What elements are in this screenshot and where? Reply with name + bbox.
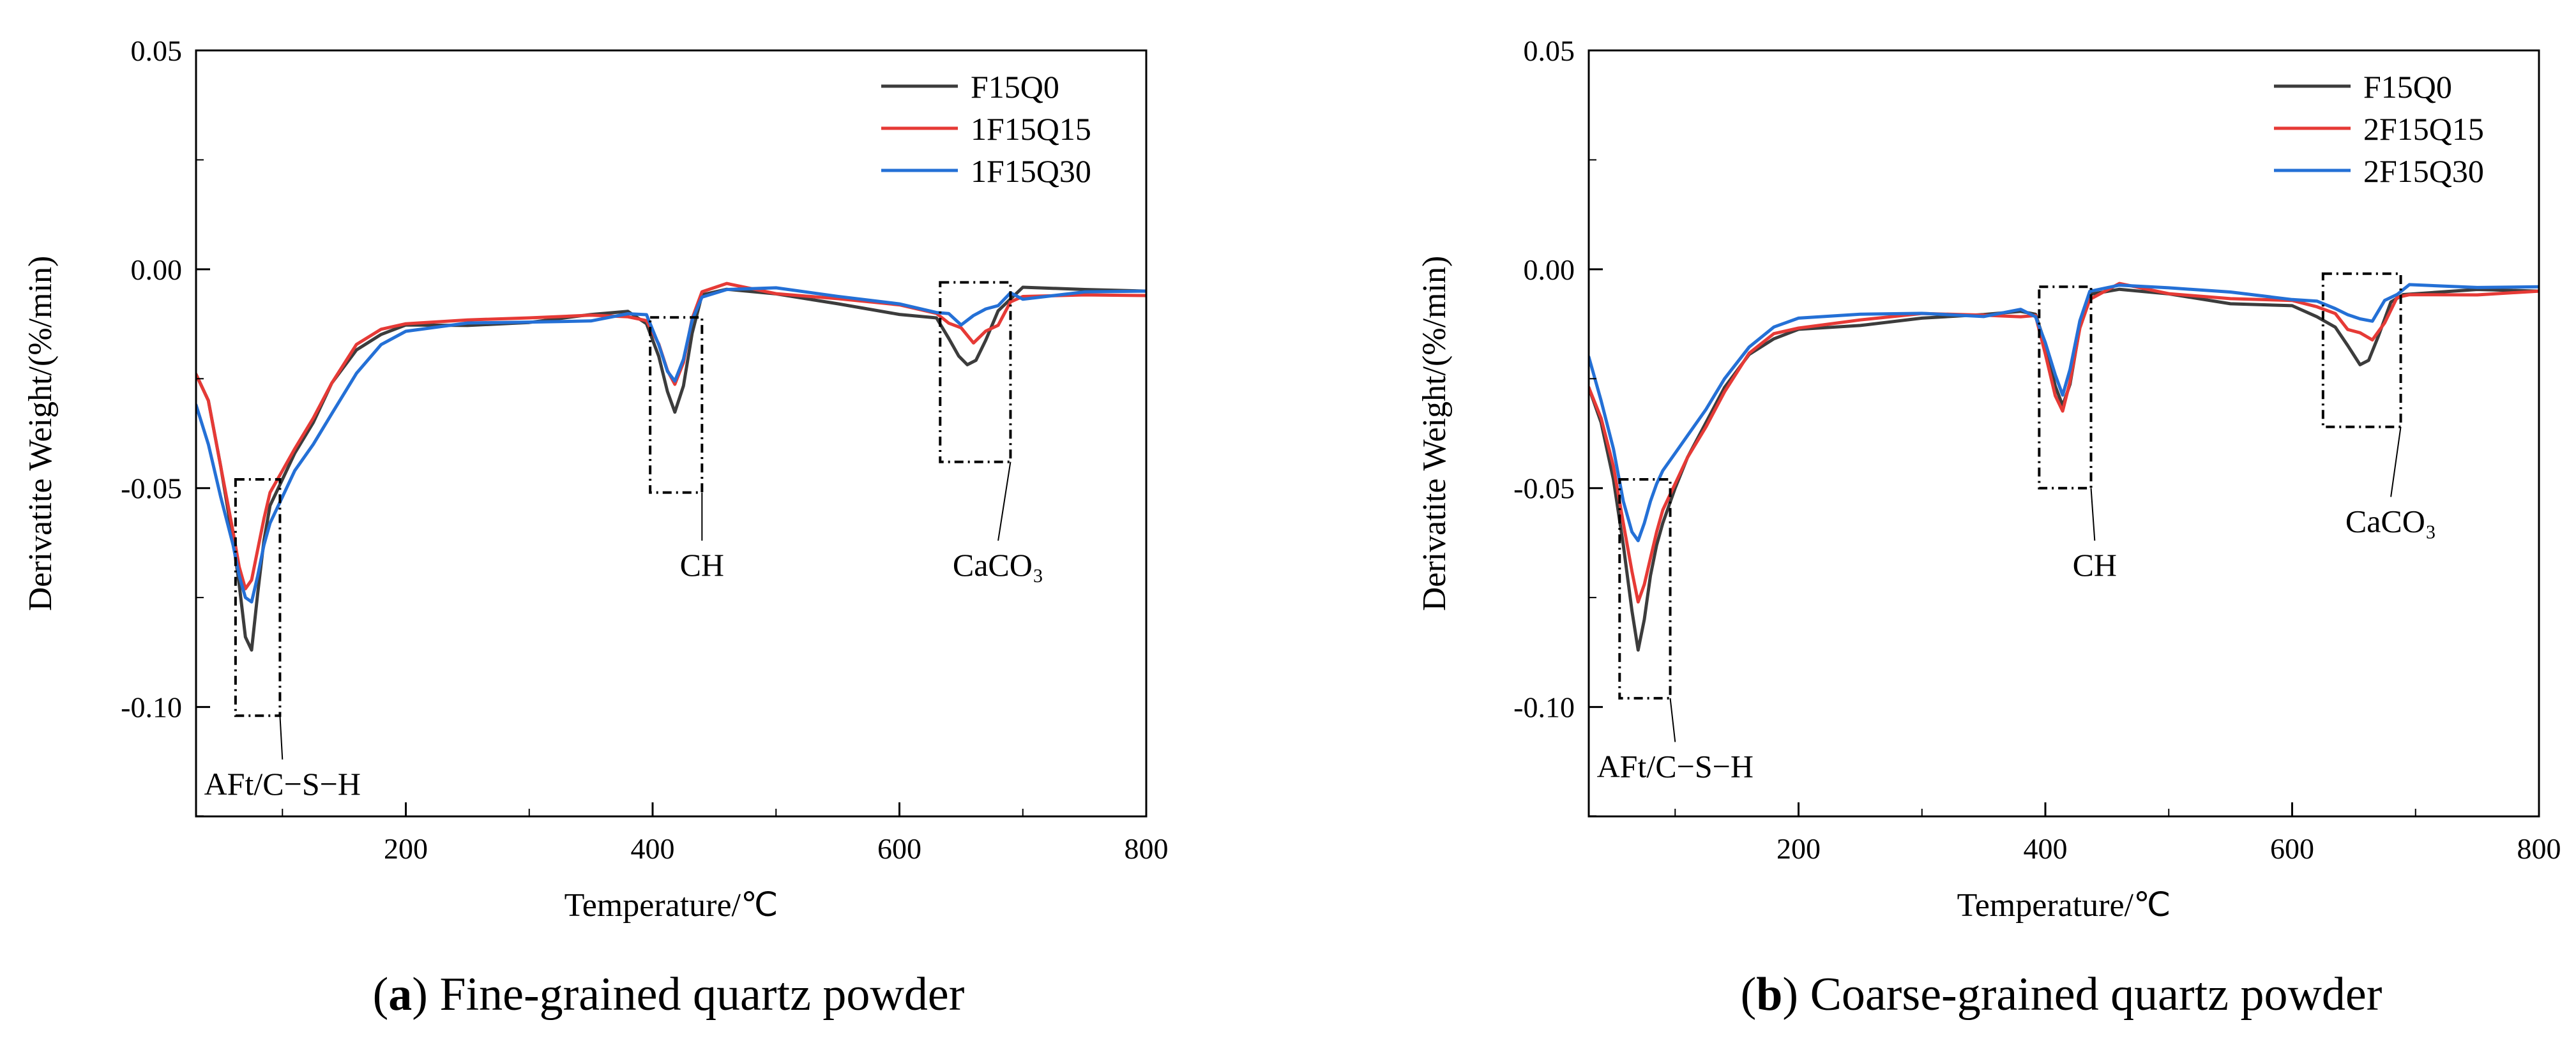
x-tick-label: 400 [2024,832,2068,865]
annotation-box-0 [1618,478,1672,700]
x-tick-label: 800 [2517,832,2561,865]
caption-letter: a [388,968,412,1021]
y-tick-label: -0.05 [1513,472,1575,505]
x-axis-label: Temperature/℃ [1957,887,2171,924]
caption-letter: b [1756,968,1782,1021]
annotation-label-1: CH [2073,547,2117,583]
annotation-box-1 [2038,285,2093,490]
y-tick-label: 0.00 [1524,253,1575,286]
legend-label: F15Q0 [2363,69,2452,105]
annotation-leader-2 [2390,426,2402,497]
series-line-1F15Q15 [196,281,1146,590]
y-tick-label: -0.05 [121,472,182,505]
legend-label: 2F15Q30 [2363,153,2484,189]
annotation-label-1: CH [680,547,724,583]
x-tick-label: 400 [631,832,675,865]
annotation-label-0: AFt/C−S−H [204,766,361,802]
y-tick-label: -0.10 [1513,691,1575,724]
annotation-leader-0 [279,716,284,760]
annotation-box-0 [234,478,282,717]
panel-caption: (a) Fine-grained quartz powder [373,968,965,1021]
x-tick-label: 200 [1777,832,1821,865]
x-tick-label: 200 [384,832,428,865]
y-tick-label: 0.05 [1524,34,1575,67]
y-tick-label: 0.05 [131,34,183,67]
legend-label: F15Q0 [971,69,1059,105]
legend-label: 2F15Q15 [2363,111,2484,147]
annotation-label-0: AFt/C−S−H [1597,748,1754,784]
plot-frame [195,49,1148,818]
y-axis-label: Derivatite Weight/(%/min) [22,256,59,612]
series-line-2F15Q30 [1589,283,2539,543]
caption-paren-open: ( [1741,968,1757,1021]
annotation-leader-1 [2090,488,2096,541]
legend-label: 1F15Q15 [971,111,1091,147]
y-tick-label: 0.00 [131,253,183,286]
caption-paren-close: ) [1782,968,1810,1021]
caption-paren-open: ( [373,968,389,1021]
panel-b: AFt/C−S−H CH CaCO₃ 200 400 600 800 0.05 0.00 -0.0… [1416,34,2561,1021]
series-line-1F15Q30 [196,286,1146,604]
series-line-F15Q0 [1589,287,2539,652]
annotation-leader-0 [1669,698,1676,742]
legend-label: 1F15Q30 [971,153,1091,189]
panel-a: AFt/C−S−H CH CaCO₃ 200 400 600 800 0.05 0.00 -0.0… [22,34,1169,1021]
panel-caption: (b) Coarse-grained quartz powder [1741,968,2383,1021]
annotation-label-2: CaCO₃ [2345,503,2436,539]
annotation-box-2 [939,281,1012,463]
caption-paren-close: ) [412,968,439,1021]
plot-frame [1587,49,2540,818]
x-tick-label: 800 [1125,832,1169,865]
annotation-box-1 [649,316,704,494]
annotation-label-2: CaCO₃ [953,547,1043,583]
series-line-2F15Q15 [1589,281,2539,604]
x-tick-label: 600 [2270,832,2314,865]
x-tick-label: 600 [877,832,921,865]
caption-text: Coarse-grained quartz powder [1810,968,2383,1021]
y-tick-label: -0.10 [121,691,182,724]
y-axis-label: Derivatite Weight/(%/min) [1416,256,1453,612]
annotation-leader-2 [997,461,1011,541]
series-line-F15Q0 [196,285,1146,652]
caption-text: Fine-grained quartz powder [439,968,964,1021]
x-axis-label: Temperature/℃ [564,887,778,924]
